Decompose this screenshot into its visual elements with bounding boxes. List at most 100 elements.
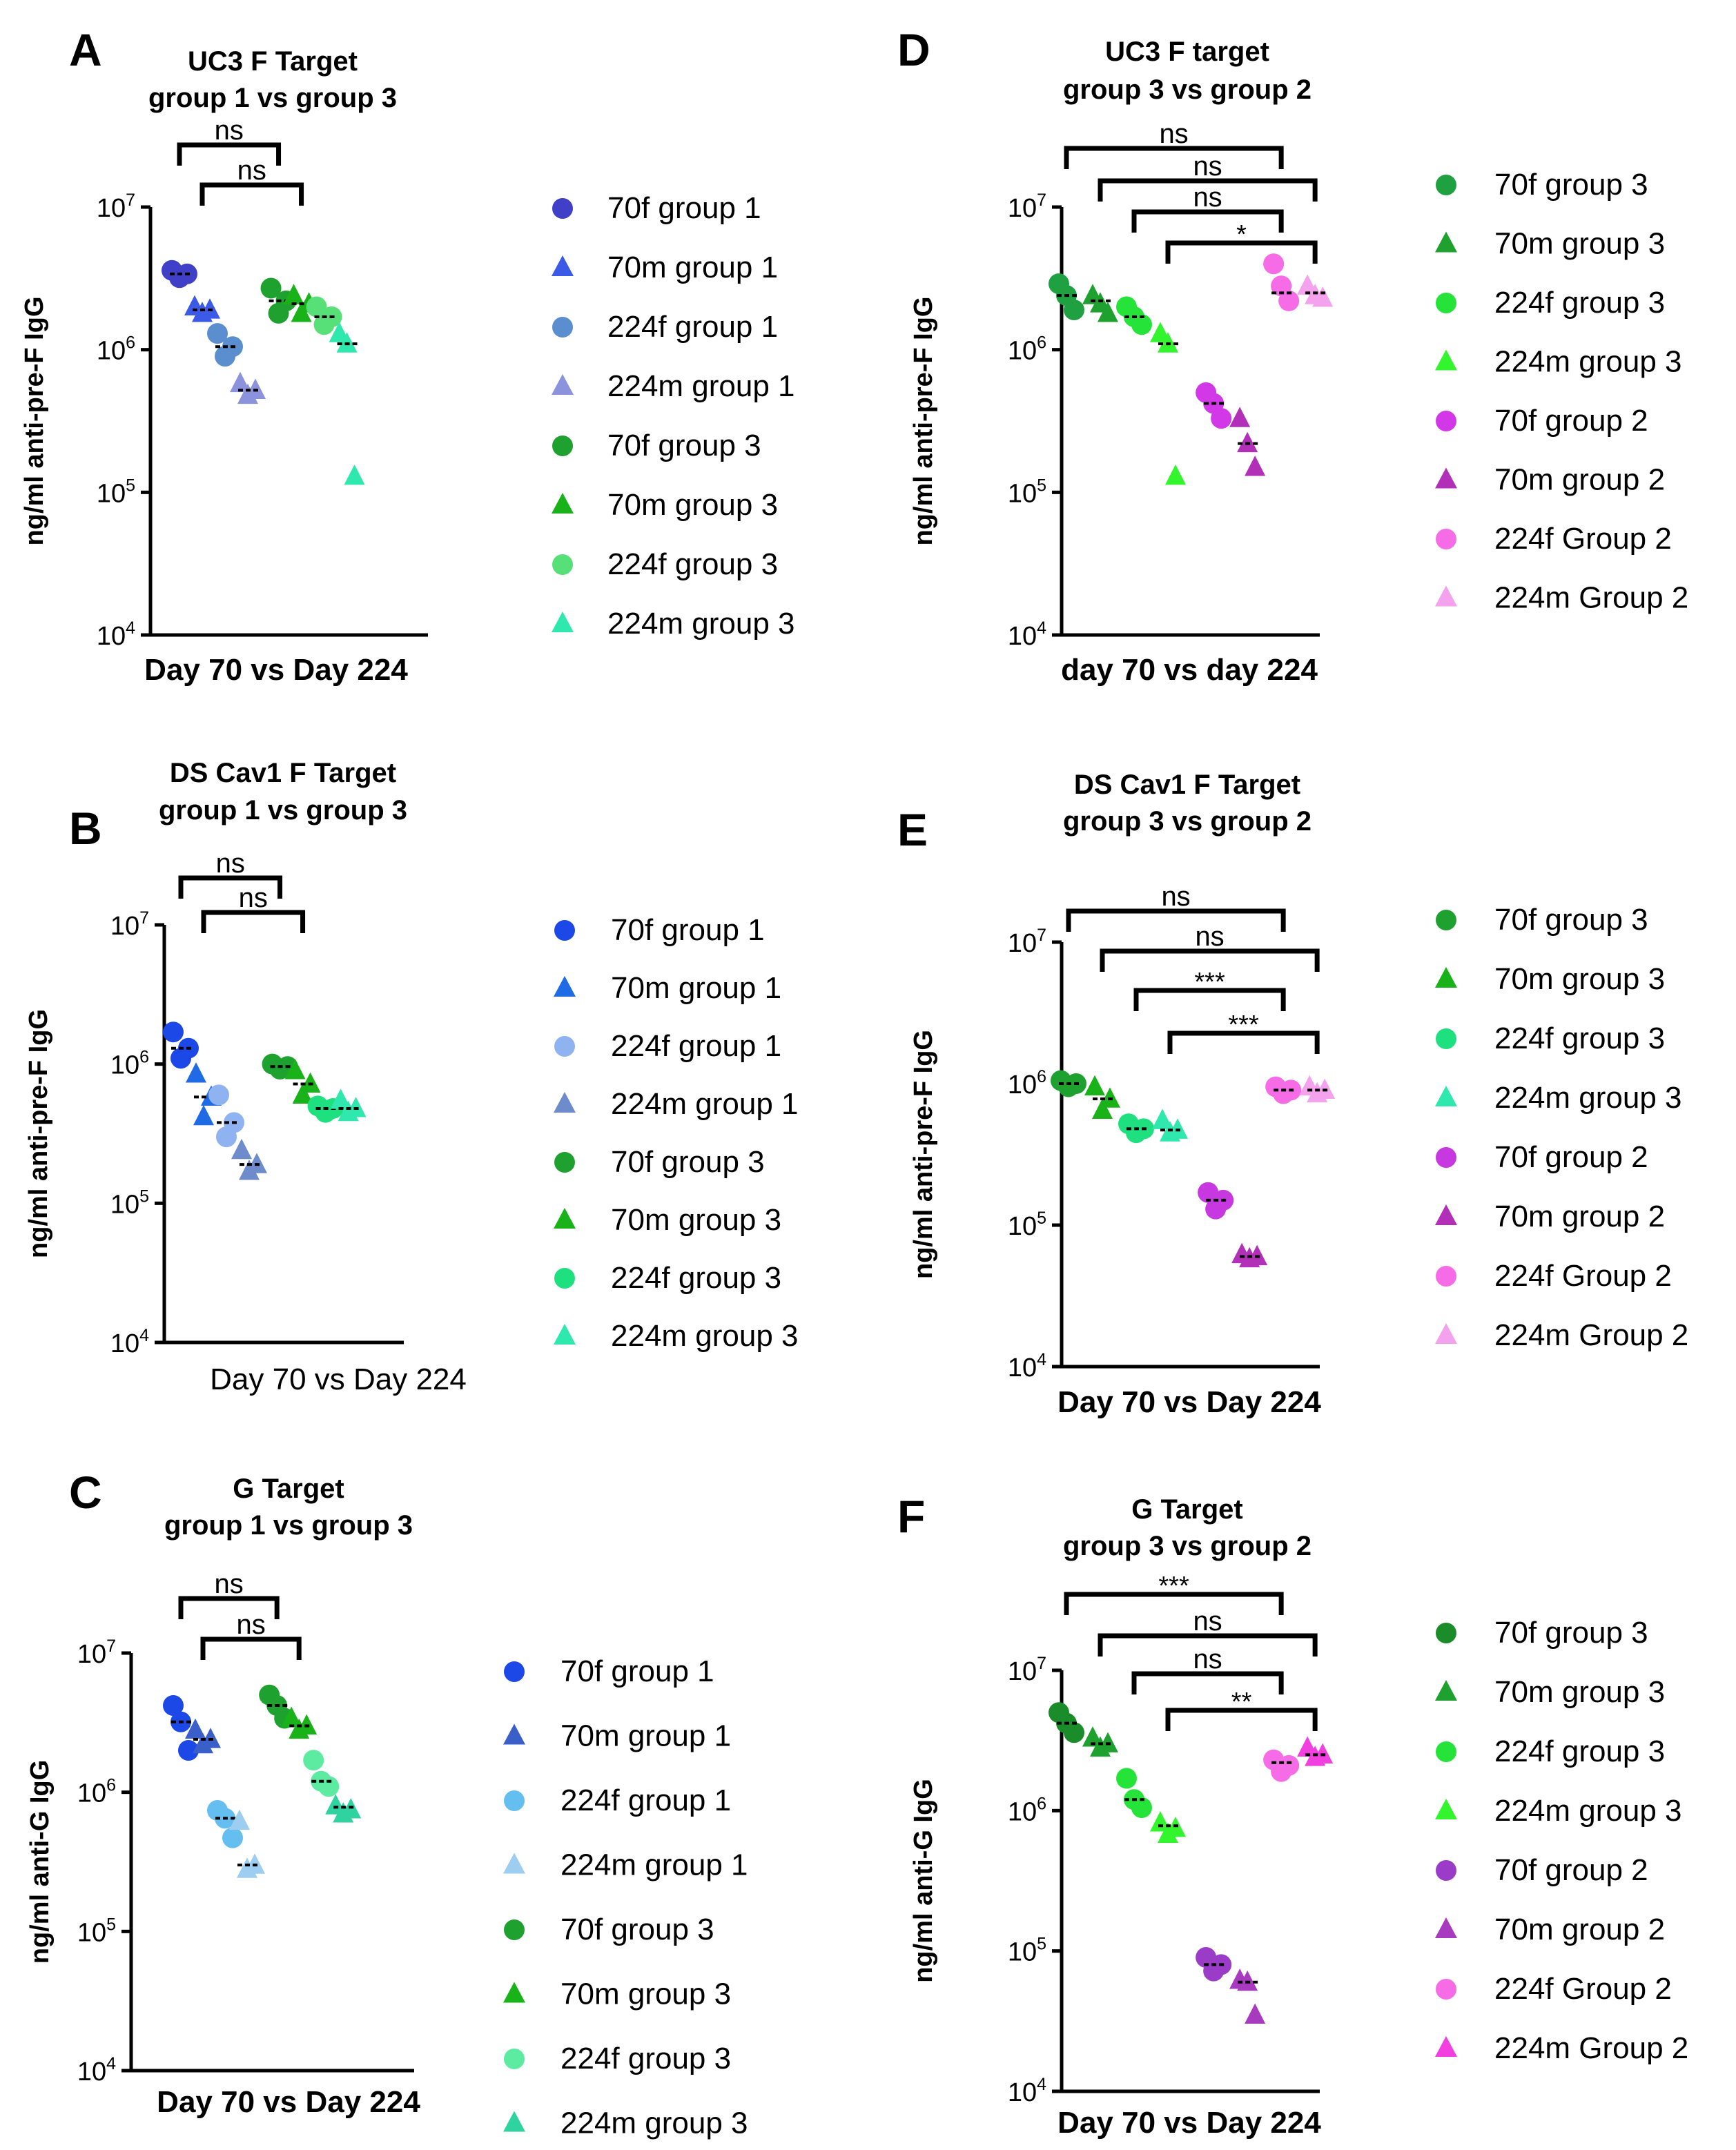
legend-marker [1435, 1799, 1457, 1819]
panel-F: F G Target group 3 vs group 2 ng/ml anti-G … [897, 1491, 1688, 2140]
legend-entry: 224f Group 2 [1494, 1972, 1672, 2006]
data-point [330, 1088, 351, 1109]
legend-marker [1436, 910, 1456, 930]
data-point [1092, 1098, 1113, 1119]
x-axis-label: day 70 vs day 224 [1061, 653, 1318, 687]
data-point [230, 371, 251, 393]
significance-label: ns [215, 115, 244, 146]
legend-entry: 70m group 3 [1494, 1675, 1665, 1709]
legend-marker [1435, 1204, 1457, 1225]
data-point [193, 1104, 214, 1126]
legend-entry: 70f group 3 [1494, 168, 1648, 202]
legend-marker [554, 1324, 576, 1345]
significance-label: ns [214, 1569, 243, 1599]
legend-marker [503, 2111, 525, 2132]
data-point [303, 1750, 324, 1771]
data-point [1064, 300, 1084, 321]
data-point [244, 1853, 265, 1874]
panel-D: D UC3 F target group 3 vs group 2 ng/ml ant… [897, 24, 1688, 687]
significance-bracket [201, 910, 306, 933]
significance-bracket [1133, 988, 1286, 1011]
significance-label: ns [216, 848, 245, 879]
legend-entry: 70m group 3 [560, 1977, 731, 2011]
legend-entry: 70f group 3 [560, 1913, 714, 1946]
data-point [1167, 1118, 1188, 1139]
data-point [1098, 302, 1118, 322]
legend-entry: 224m Group 2 [1494, 2031, 1688, 2065]
x-axis-label: Day 70 vs Day 224 [1057, 1385, 1321, 1419]
panel-letter: F [897, 1491, 925, 1542]
data-point [296, 1714, 318, 1735]
y-tick-label: 107 [77, 1636, 116, 1669]
data-point [284, 1059, 306, 1079]
legend-entry: 224m group 1 [607, 369, 795, 403]
chart-title-line: G Target [1131, 1494, 1243, 1525]
significance-label: * [1236, 220, 1247, 249]
legend-marker [1435, 1680, 1457, 1701]
y-tick-label: 104 [1008, 2075, 1046, 2107]
data-point [1312, 286, 1334, 307]
data-point [1100, 1087, 1120, 1108]
legend-entry: 70f group 3 [611, 1145, 765, 1179]
y-axis-label: ng/ml anti-pre-F IgG [24, 1009, 53, 1258]
chart-title-line: group 3 vs group 2 [1063, 1531, 1311, 1561]
data-point [260, 277, 282, 299]
y-axis-label: ng/ml anti-G IgG [909, 1779, 938, 1983]
significance-bracket [178, 875, 283, 899]
legend-marker [1436, 1147, 1456, 1168]
legend-entry: 70f group 2 [1494, 1140, 1648, 1174]
legend-marker [554, 976, 576, 997]
data-point [231, 1138, 252, 1160]
data-point [1098, 1732, 1118, 1752]
x-axis-label: Day 70 vs Day 224 [210, 1362, 467, 1396]
y-axis-label: ng/ml anti-pre-F IgG [909, 297, 938, 546]
legend-marker [504, 1790, 525, 1811]
legend-marker [1436, 411, 1456, 431]
y-tick-label: 105 [1008, 476, 1046, 508]
legend-marker [552, 317, 573, 338]
x-axis-label: Day 70 vs Day 224 [1057, 2106, 1321, 2140]
data-point [281, 1706, 302, 1728]
y-tick-label: 104 [97, 618, 135, 651]
y-tick-label: 106 [1008, 333, 1046, 366]
legend-marker [554, 1092, 576, 1113]
legend-entry: 224f group 3 [1494, 1734, 1665, 1768]
chart-title-line: UC3 F Target [188, 46, 358, 77]
data-point [207, 323, 228, 344]
significance-bracket [1100, 948, 1320, 972]
data-point [222, 1827, 243, 1848]
x-axis-label: Day 70 vs Day 224 [157, 2085, 420, 2119]
significance-label: ns [1161, 881, 1190, 912]
data-point [1314, 1078, 1336, 1099]
data-point [1278, 290, 1300, 311]
y-tick-label: 107 [1008, 190, 1046, 223]
y-tick-label: 106 [1008, 1067, 1046, 1100]
legend-entry: 224f group 3 [611, 1261, 781, 1295]
significance-bracket [178, 1596, 280, 1619]
legend-entry: 224m group 3 [611, 1319, 799, 1353]
data-point [185, 1718, 206, 1739]
legend-entry: 70m group 2 [1494, 463, 1665, 497]
panel-C: C G Target group 1 vs group 3 ng/ml anti-G … [26, 1467, 748, 2140]
data-point [1116, 1768, 1137, 1789]
significance-label: ns [236, 1610, 265, 1640]
significance-bracket [1167, 1030, 1320, 1054]
legend-marker [554, 1036, 575, 1057]
significance-label: ns [239, 883, 268, 913]
legend-marker [1436, 1979, 1456, 2000]
legend-entry: 224m group 1 [611, 1087, 799, 1121]
significance-bracket [1098, 1633, 1318, 1657]
legend-marker [1436, 293, 1456, 313]
data-point [1245, 456, 1266, 476]
legend-marker [1435, 1086, 1457, 1106]
legend-entry: 224f group 3 [1494, 1022, 1665, 1055]
y-axis-label: ng/ml anti-pre-F IgG [909, 1030, 938, 1279]
legend-marker [552, 198, 573, 219]
significance-label: ** [1231, 1688, 1252, 1717]
significance-label: ns [1193, 182, 1222, 213]
legend-entry: 224f group 3 [1494, 286, 1665, 320]
y-tick-label: 105 [1008, 1935, 1046, 1967]
legend-entry: 70f group 2 [1494, 404, 1648, 438]
data-point [200, 1728, 221, 1748]
data-point [1245, 2003, 1266, 2024]
